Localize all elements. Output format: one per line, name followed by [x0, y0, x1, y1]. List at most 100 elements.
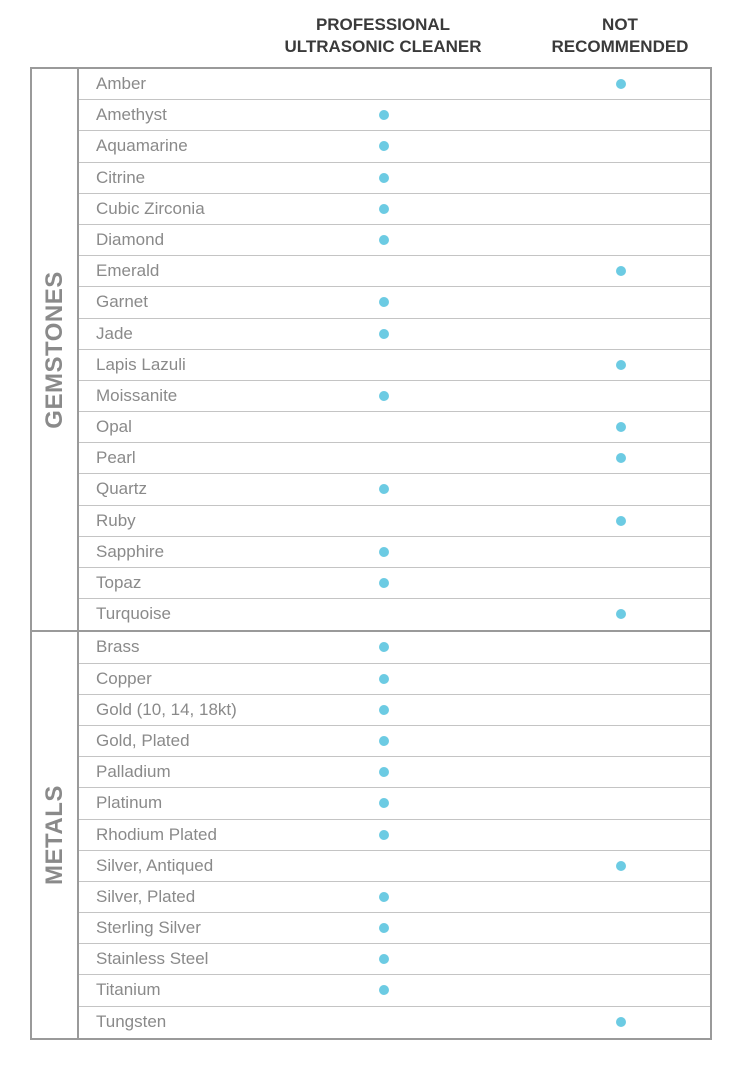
- table-row: Turquoise: [79, 599, 710, 630]
- group-gemstones: GEMSTONES Amber Amethyst Aquamarine Citrine C…: [32, 69, 710, 633]
- professional-marker-dot: [379, 891, 389, 902]
- table-row: Pearl: [79, 443, 710, 475]
- material-name: Ruby: [96, 510, 136, 530]
- table-row: Opal: [79, 412, 710, 444]
- table-row: Lapis Lazuli: [79, 350, 710, 381]
- material-name: Jade: [96, 323, 133, 343]
- group-rows: Amber Amethyst Aquamarine Citrine Cubic Zirc…: [79, 69, 710, 630]
- professional-marker-dot: [379, 390, 389, 401]
- table-row: Gold (10, 14, 18kt): [79, 695, 710, 726]
- professional-marker-dot: [379, 172, 389, 183]
- not-recommended-marker-dot: [616, 515, 626, 526]
- column-header-professional-line2: ULTRASONIC CLEANER: [284, 37, 482, 56]
- table-row: Garnet: [79, 287, 710, 319]
- material-name: Turquoise: [96, 604, 171, 624]
- professional-marker-dot: [379, 484, 389, 495]
- professional-marker-dot: [379, 297, 389, 308]
- column-header-not-recommended-line2: RECOMMENDED: [551, 37, 689, 56]
- material-name: Sapphire: [96, 541, 165, 561]
- material-name: Citrine: [96, 167, 146, 187]
- professional-marker-dot: [379, 578, 389, 588]
- professional-marker-dot: [379, 735, 389, 746]
- column-header-not-recommended: NOT RECOMMENDED: [530, 14, 710, 64]
- column-header-professional: PROFESSIONAL ULTRASONIC CLEANER: [270, 14, 496, 64]
- professional-marker-dot: [379, 110, 389, 121]
- table-row: Cubic Zirconia: [79, 194, 710, 225]
- table-row: Amber: [79, 69, 710, 101]
- material-name: Diamond: [96, 229, 165, 249]
- material-name: Amethyst: [96, 105, 167, 125]
- material-name: Silver, Antiqued: [96, 855, 214, 875]
- column-header-professional-line1: PROFESSIONAL: [315, 15, 451, 34]
- material-name: Garnet: [96, 292, 148, 312]
- material-name: Titanium: [96, 980, 161, 1000]
- table-row: Sapphire: [79, 537, 710, 568]
- table-row: Aquamarine: [79, 131, 710, 163]
- material-name: Moissanite: [96, 385, 178, 405]
- table-row: Palladium: [79, 757, 710, 789]
- table-row: Rhodium Plated: [79, 820, 710, 851]
- material-name: Brass: [96, 637, 140, 657]
- professional-marker-dot: [379, 546, 389, 557]
- not-recommended-marker-dot: [616, 1016, 626, 1027]
- table-row: Quartz: [79, 474, 710, 506]
- table-row: Copper: [79, 664, 710, 695]
- table-row: Amethyst: [79, 100, 710, 132]
- table-row: Moissanite: [79, 381, 710, 413]
- table-row: Sterling Silver: [79, 913, 710, 945]
- professional-marker-dot: [379, 328, 389, 339]
- material-name: Opal: [96, 417, 132, 437]
- table-row: Emerald: [79, 256, 710, 288]
- group-label-cell: GEMSTONES: [32, 69, 79, 631]
- not-recommended-marker-dot: [616, 359, 626, 370]
- material-name: Sterling Silver: [96, 918, 201, 938]
- professional-marker-dot: [379, 798, 389, 809]
- not-recommended-marker-dot: [616, 453, 626, 464]
- material-name: Silver, Plated: [96, 886, 196, 906]
- professional-marker-dot: [379, 704, 389, 715]
- material-name: Pearl: [96, 448, 136, 468]
- column-header-not-recommended-line1: NOT: [602, 15, 638, 34]
- material-name: Copper: [96, 668, 152, 688]
- professional-marker-dot: [379, 829, 389, 840]
- table-row: Platinum: [79, 788, 710, 820]
- professional-marker-dot: [379, 141, 389, 152]
- material-name: Amber: [96, 74, 147, 93]
- group-label-cell: METALS: [32, 632, 79, 1038]
- professional-marker-dot: [379, 954, 389, 965]
- table-row: Titanium: [79, 975, 710, 1007]
- material-name: Gold (10, 14, 18kt): [96, 699, 237, 719]
- not-recommended-marker-dot: [616, 266, 626, 277]
- table-row: Jade: [79, 319, 710, 350]
- material-name: Gold, Plated: [96, 730, 190, 750]
- group-label: METALS: [40, 785, 68, 886]
- table-row: Silver, Antiqued: [79, 851, 710, 882]
- professional-marker-dot: [379, 642, 389, 653]
- table-row: Stainless Steel: [79, 944, 710, 976]
- professional-marker-dot: [379, 985, 389, 996]
- material-name: Stainless Steel: [96, 949, 209, 969]
- material-name: Tungsten: [96, 1011, 167, 1031]
- material-name: Platinum: [96, 793, 163, 813]
- table-row: Gold, Plated: [79, 726, 710, 758]
- material-name: Aquamarine: [96, 136, 188, 156]
- table-row: Diamond: [79, 225, 710, 257]
- table-row: Topaz: [79, 568, 710, 600]
- cleaning-compatibility-table: GEMSTONES Amber Amethyst Aquamarine Citrine C…: [30, 67, 712, 1040]
- group-rows: Brass Copper Gold (10, 14, 18kt) Gold, Plat…: [79, 632, 710, 1037]
- group-label: GEMSTONES: [40, 270, 68, 429]
- table-row: Ruby: [79, 506, 710, 537]
- professional-marker-dot: [379, 203, 389, 214]
- not-recommended-marker-dot: [616, 609, 626, 620]
- table-row: Brass: [79, 632, 710, 664]
- material-name: Rhodium Plated: [96, 824, 217, 844]
- table-row: Tungsten: [79, 1007, 710, 1038]
- not-recommended-marker-dot: [616, 79, 626, 89]
- professional-marker-dot: [379, 673, 389, 684]
- material-name: Quartz: [96, 479, 148, 499]
- professional-marker-dot: [379, 767, 389, 778]
- table-row: Citrine: [79, 163, 710, 194]
- not-recommended-marker-dot: [616, 860, 626, 871]
- table-row: Silver, Plated: [79, 882, 710, 914]
- material-name: Cubic Zirconia: [96, 198, 205, 218]
